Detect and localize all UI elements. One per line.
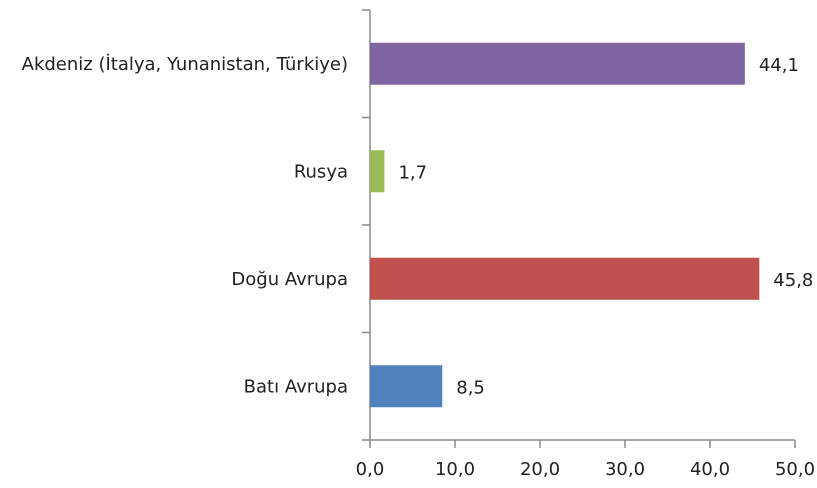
y-tick-label: Rusya — [294, 161, 348, 182]
data-label: 45,8 — [773, 270, 813, 291]
x-tick-label: 30,0 — [605, 459, 645, 480]
y-tick-label: Akdeniz (İtalya, Yunanistan, Türkiye) — [22, 54, 348, 75]
x-tick-label: 50,0 — [775, 459, 815, 480]
data-label: 8,5 — [456, 377, 485, 398]
x-tick-label: 20,0 — [520, 459, 560, 480]
data-label: 44,1 — [759, 55, 799, 76]
bar — [370, 150, 385, 193]
bar — [370, 365, 443, 408]
bar — [370, 42, 745, 85]
y-tick-label: Batı Avrupa — [244, 376, 348, 397]
bar — [370, 257, 760, 300]
x-tick-label: 10,0 — [435, 459, 475, 480]
data-label: 1,7 — [398, 162, 427, 183]
y-tick-label: Doğu Avrupa — [231, 269, 348, 290]
x-tick-label: 40,0 — [690, 459, 730, 480]
x-tick-label: 0,0 — [356, 459, 385, 480]
